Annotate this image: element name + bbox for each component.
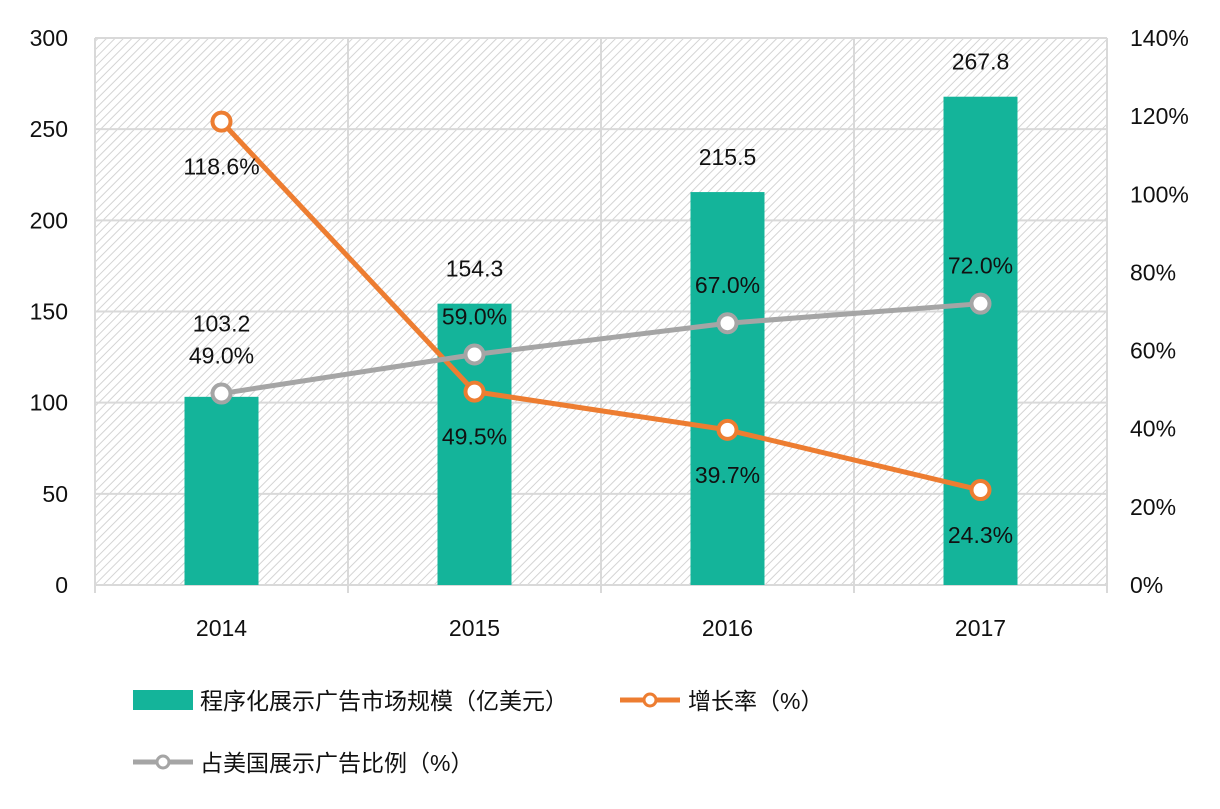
left-axis-tick-label: 250 [30, 116, 68, 142]
legend-growth-marker [642, 692, 658, 708]
bar [690, 192, 765, 586]
left-axis-tick-label: 50 [42, 481, 68, 507]
bar [184, 396, 259, 585]
right-axis-tick-label: 60% [1130, 338, 1176, 364]
right-axis-tick-label: 120% [1130, 103, 1189, 129]
growth-rate-point [463, 380, 486, 403]
share-point [716, 312, 739, 335]
share-line [221, 301, 981, 397]
share-data-label: 49.0% [189, 343, 254, 369]
legend-bar-swatch [133, 690, 193, 710]
right-axis-tick-label: 80% [1130, 259, 1176, 285]
legend-share-marker [155, 754, 171, 770]
left-axis-tick-label: 200 [30, 207, 68, 233]
growth-rate-point [210, 110, 233, 133]
growth-rate-data-label: 24.3% [948, 522, 1013, 548]
right-axis-tick-label: 20% [1130, 494, 1176, 520]
x-axis-tick-label: 2016 [702, 615, 753, 641]
growth-rate-data-label: 49.5% [442, 424, 507, 450]
share-data-label: 59.0% [442, 303, 507, 329]
left-axis-tick-label: 0 [55, 572, 68, 598]
share-point [210, 382, 233, 405]
share-point [969, 292, 992, 315]
legend-label-market-size: 程序化展示广告市场规模（亿美元） [200, 688, 568, 714]
bar-data-label: 215.5 [699, 144, 757, 170]
growth-rate-point [716, 418, 739, 441]
bar-data-label: 103.2 [193, 311, 251, 337]
share-point [463, 343, 486, 366]
legend-label-share: 占美国展示广告比例（%） [200, 750, 473, 776]
x-axis-tick-label: 2014 [196, 615, 247, 641]
bar-data-label: 154.3 [446, 256, 504, 282]
growth-rate-data-label: 39.7% [695, 462, 760, 488]
right-axis-tick-label: 0% [1130, 572, 1163, 598]
right-axis-tick-label: 40% [1130, 416, 1176, 442]
bar-data-label: 267.8 [952, 49, 1010, 75]
right-axis-tick-label: 100% [1130, 181, 1189, 207]
x-axis-tick-label: 2015 [449, 615, 500, 641]
share-data-label: 67.0% [695, 272, 760, 298]
right-axis-tick-label: 140% [1130, 25, 1189, 51]
growth-rate-point [969, 479, 992, 502]
growth-rate-line [219, 119, 982, 493]
left-axis-tick-label: 100 [30, 390, 68, 416]
growth-rate-data-label: 118.6% [183, 154, 259, 180]
share-data-label: 72.0% [948, 253, 1013, 279]
x-axis-tick-label: 2017 [955, 615, 1006, 641]
bar [943, 96, 1018, 585]
left-axis-tick-label: 150 [30, 299, 68, 325]
legend-label-growth-rate: 增长率（%） [688, 688, 823, 714]
left-axis-tick-label: 300 [30, 25, 68, 51]
